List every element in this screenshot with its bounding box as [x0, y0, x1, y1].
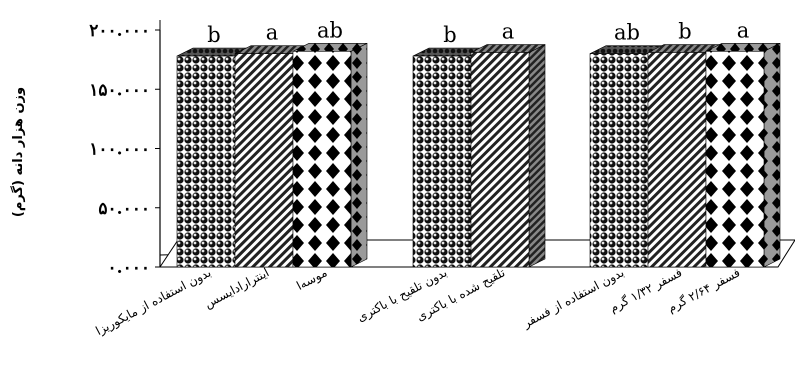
- y-axis-label: وزن هزار دانه (گرم): [10, 87, 26, 217]
- bars: [176, 42, 781, 268]
- y-tick-label: ۲۰۰.۰۰۰: [89, 21, 150, 41]
- significance-labels: b a ab b a ab b a: [207, 18, 749, 47]
- significance-label: a: [502, 20, 515, 44]
- y-axis-ticks: ۰.۰۰۰ ۵۰.۰۰۰ ۱۰۰.۰۰۰ ۱۵۰.۰۰۰ ۲۰۰.۰۰۰: [89, 21, 160, 278]
- bar: [412, 55, 472, 268]
- category-label: موسه‌ا: [294, 265, 330, 293]
- bar: [647, 52, 707, 268]
- significance-label: b: [443, 23, 456, 47]
- y-tick-label: ۵۰.۰۰۰: [98, 199, 150, 219]
- y-tick-label: ۰.۰۰۰: [108, 258, 150, 278]
- bar: [234, 53, 294, 268]
- bar-side-face: [350, 42, 368, 268]
- significance-label: b: [678, 20, 691, 44]
- bar: [176, 55, 236, 268]
- bar-side-face: [763, 42, 781, 268]
- significance-label: a: [737, 18, 750, 42]
- significance-label: a: [266, 21, 279, 45]
- significance-label: ab: [317, 18, 343, 42]
- bar-side-face: [528, 44, 546, 268]
- category-label: اینترارادایسس: [202, 265, 272, 312]
- category-label: بدون استفاده از فسفر: [520, 265, 627, 331]
- category-label: بدون تلقیح با باکتری: [355, 265, 450, 325]
- bar: [705, 51, 765, 268]
- y-tick-label: ۱۵۰.۰۰۰: [89, 80, 150, 100]
- y-tick-label: ۱۰۰.۰۰۰: [89, 140, 150, 160]
- significance-label: b: [207, 23, 220, 47]
- significance-label: ab: [614, 21, 640, 45]
- bar: [292, 51, 352, 268]
- bar: [589, 53, 649, 268]
- bar: [470, 52, 530, 268]
